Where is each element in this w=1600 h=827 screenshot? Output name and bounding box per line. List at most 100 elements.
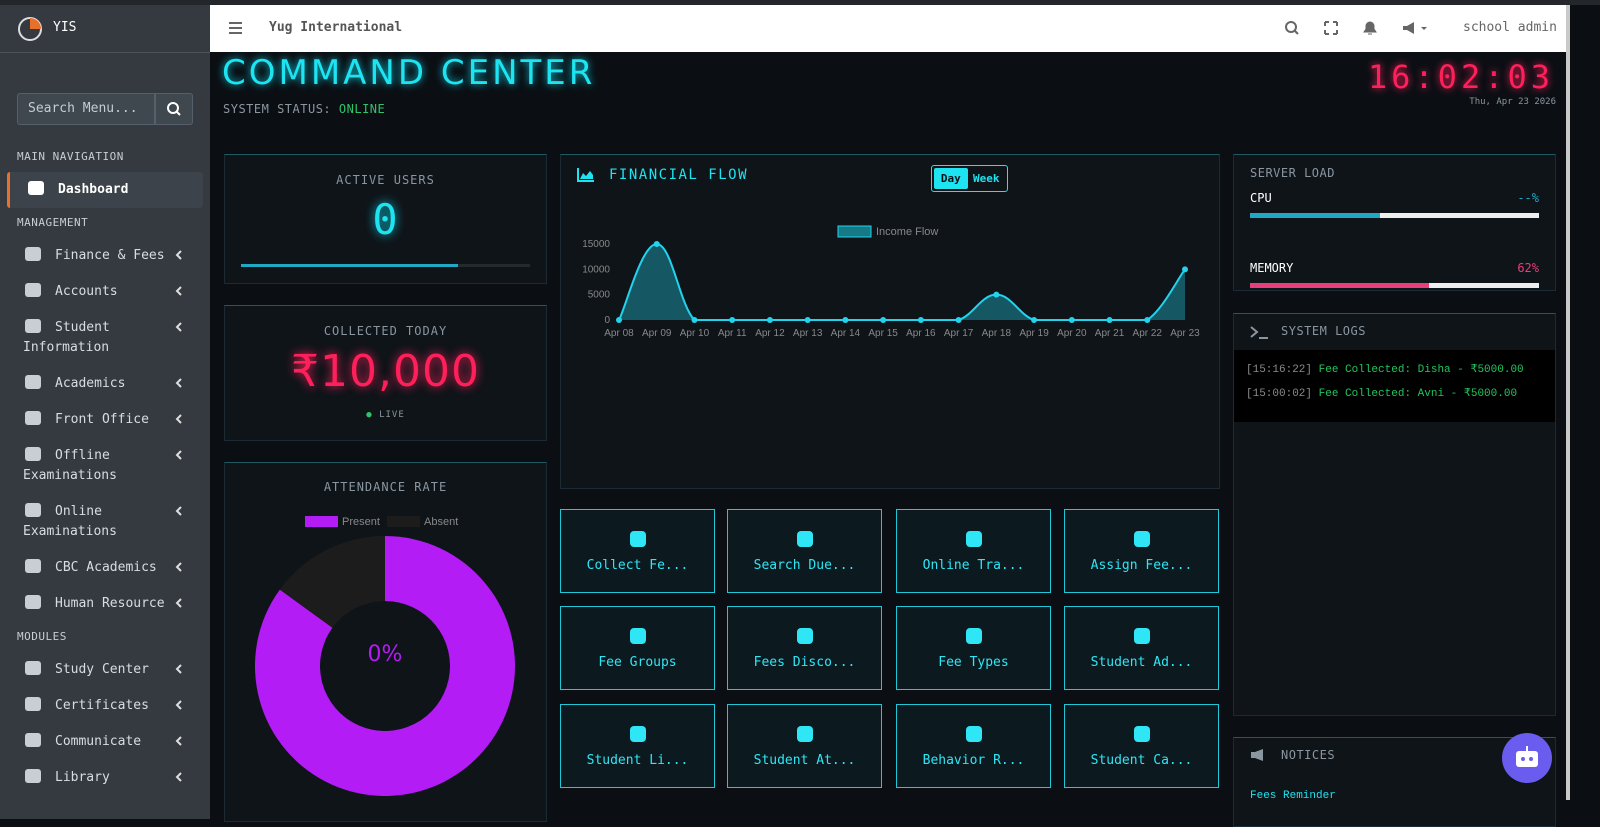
icon-shape — [25, 283, 41, 297]
search-input[interactable]: Search Menu... — [17, 93, 155, 125]
toggle-week[interactable]: Week — [973, 172, 1000, 185]
quick-action[interactable]: Behavior R... — [896, 704, 1051, 788]
tile-label: Fee Types — [938, 655, 1009, 670]
chevron — [175, 286, 182, 296]
chevron — [175, 562, 182, 572]
chevron-shape — [175, 250, 182, 260]
nav-icon — [25, 283, 41, 297]
chevron-shape — [175, 598, 182, 608]
search-button[interactable] — [155, 93, 193, 125]
quick-action[interactable]: Fee Types — [896, 606, 1051, 690]
point — [917, 317, 924, 323]
quick-action[interactable]: Search Due... — [727, 509, 882, 593]
nav-item[interactable]: Certificates — [0, 688, 182, 724]
point — [653, 241, 660, 247]
quick-action[interactable]: Fees Disco... — [727, 606, 882, 690]
quick-action[interactable]: Student Ca... — [1064, 704, 1219, 788]
point — [616, 317, 622, 323]
tile-label: Assign Fee... — [1090, 558, 1193, 573]
chevron-shape — [175, 322, 182, 332]
chat-button[interactable] — [1502, 733, 1552, 783]
quick-action[interactable]: Collect Fe... — [560, 509, 715, 593]
nav-item[interactable]: Library — [0, 760, 182, 796]
sidebar: YIS Search Menu... MAIN NAVIGATION Dashbo… — [0, 0, 210, 819]
area — [619, 244, 1185, 320]
nav-item[interactable]: Dashboard — [7, 172, 203, 208]
live-text: LIVE — [379, 410, 405, 420]
nav-section-title: MODULES — [17, 630, 67, 643]
quick-action[interactable]: Assign Fee... — [1064, 509, 1219, 593]
collected-card: COLLECTED TODAY ₹10,000 ● LIVE — [224, 305, 547, 441]
nav-label: Front Office — [55, 412, 149, 427]
nav-icon — [25, 697, 41, 711]
clock: 16:02:03 — [1367, 58, 1554, 96]
nav-item[interactable]: Human Resource — [0, 586, 182, 622]
nav-item[interactable]: Accounts — [0, 274, 182, 310]
menu-toggle[interactable] — [229, 21, 243, 35]
icon-shape — [25, 769, 41, 783]
scrollbar[interactable] — [1566, 0, 1570, 800]
x-tick-label: Apr 14 — [831, 328, 861, 339]
nav-item[interactable]: Communicate — [0, 724, 182, 760]
nav-label: Online Examinations — [23, 504, 117, 539]
chevron — [175, 450, 182, 460]
nav-item[interactable]: Finance & Fees — [0, 238, 182, 274]
quick-action[interactable]: Student Ad... — [1064, 606, 1219, 690]
y-tick-label: 10000 — [582, 264, 610, 275]
chevron-shape — [175, 562, 182, 572]
nav-label: CBC Academics — [55, 560, 157, 575]
log-text: Fee Collected: Avni - ₹5000.00 — [1318, 388, 1518, 400]
icon-shape — [797, 726, 813, 742]
nav-item[interactable]: Academics — [0, 366, 182, 402]
icon-shape — [630, 531, 646, 547]
icon-shape — [797, 628, 813, 644]
tile-icon — [966, 628, 982, 644]
tile-label: Student Li... — [586, 753, 689, 768]
edge — [1566, 0, 1600, 819]
icon-shape — [966, 531, 982, 547]
nav-item[interactable]: Offline Examinations — [0, 438, 182, 494]
line — [618, 242, 1186, 322]
tile-label: Search Due... — [753, 558, 856, 573]
legend-swatch — [305, 516, 338, 527]
quick-action[interactable]: Student Li... — [560, 704, 715, 788]
notice-icon — [1251, 749, 1263, 761]
quick-action[interactable]: Fee Groups — [560, 606, 715, 690]
nav-item[interactable]: Online Examinations — [0, 494, 182, 550]
log-entry: [15:00:02] Fee Collected: Avni - ₹5000.0… — [1246, 382, 1543, 406]
user-menu[interactable]: school admin — [1463, 20, 1557, 35]
meter-label: CPU — [1250, 191, 1272, 205]
x-tick-label: Apr 17 — [944, 328, 974, 339]
top-icons[interactable] — [1283, 19, 1523, 37]
icon-shape — [25, 247, 41, 261]
center-label: 0% — [368, 642, 403, 667]
nav-icon — [25, 559, 41, 573]
toggle-day[interactable]: Day — [934, 168, 968, 189]
nav-icon — [25, 247, 41, 261]
point — [1068, 317, 1075, 323]
slice — [279, 536, 385, 628]
nav-item[interactable]: Front Office — [0, 402, 182, 438]
active-users-card: ACTIVE USERS 0 — [224, 154, 547, 284]
active-users-value: 0 — [372, 195, 399, 244]
quick-action[interactable]: Online Tra... — [896, 509, 1051, 593]
icon-shape — [25, 733, 41, 747]
brand: YIS — [53, 20, 77, 35]
nav-item[interactable]: CBC Academics — [0, 550, 182, 586]
nav-section-title: MAIN NAVIGATION — [17, 150, 124, 163]
nav-item[interactable]: Student Information — [0, 310, 182, 366]
x-tick-label: Apr 12 — [755, 328, 785, 339]
card-title: SYSTEM LOGS — [1281, 324, 1366, 338]
icon-shape — [25, 319, 41, 333]
log-entry: [15:16:22] Fee Collected: Disha - ₹5000.… — [1246, 358, 1543, 382]
live-badge: ● LIVE — [366, 410, 405, 420]
point — [766, 317, 773, 323]
tile-label: Student Ad... — [1090, 655, 1193, 670]
quick-action[interactable]: Student At... — [727, 704, 882, 788]
tile-label: Collect Fe... — [586, 558, 689, 573]
nav-item[interactable]: Study Center — [0, 652, 182, 688]
tile-label: Student Ca... — [1090, 753, 1193, 768]
icon-shape — [966, 628, 982, 644]
system-status: SYSTEM STATUS: ONLINE — [223, 102, 385, 116]
chevron — [175, 700, 182, 710]
